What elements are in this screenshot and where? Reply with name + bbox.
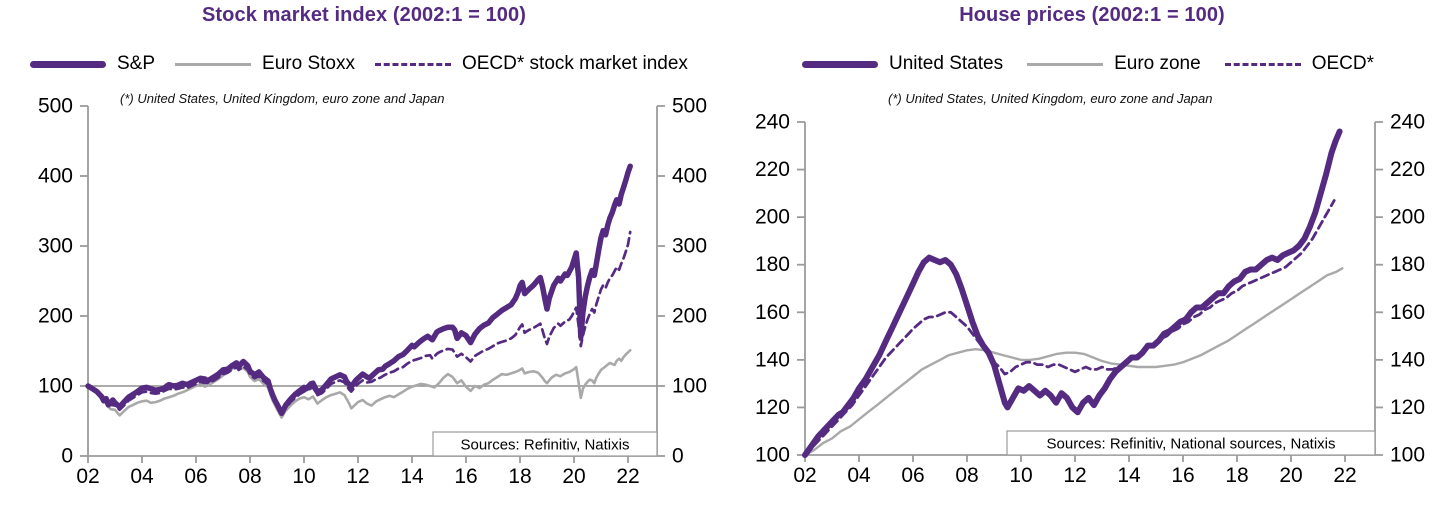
x-tick-label: 22 <box>1333 464 1356 487</box>
y-tick-label-right: 300 <box>672 235 707 258</box>
x-tick-label: 14 <box>400 465 424 488</box>
y-tick-label-left: 140 <box>755 348 790 371</box>
chart-title: House prices (2002:1 = 100) <box>959 4 1225 26</box>
footnote: (*) United States, United Kingdom, euro … <box>120 91 445 106</box>
x-tick-label: 18 <box>1225 464 1248 487</box>
legend-label: S&P <box>117 53 156 74</box>
x-tick-label: 12 <box>1063 464 1086 487</box>
y-tick-label-left: 400 <box>38 165 73 188</box>
oecd-dashed-line-swatch <box>1224 62 1301 66</box>
x-tick-label: 20 <box>1279 464 1302 487</box>
series-line-s-p <box>85 163 633 417</box>
y-tick-label-left: 120 <box>755 396 790 419</box>
y-tick-label-right: 140 <box>1390 348 1425 371</box>
x-tick-label: 10 <box>1009 464 1032 487</box>
x-tick-label: 18 <box>508 465 531 488</box>
y-tick-label-right: 200 <box>1390 206 1425 229</box>
y-tick-label-left: 200 <box>755 206 790 229</box>
y-tick-label-right: 400 <box>672 165 707 188</box>
y-tick-label-left: 500 <box>38 95 73 118</box>
x-tick-label: 22 <box>616 465 639 488</box>
y-tick-label-right: 200 <box>672 305 707 328</box>
house-prices-chart: House prices (2002:1 = 100) United State… <box>728 0 1456 522</box>
legend-label: Euro Stoxx <box>262 53 355 74</box>
y-tick-label-right: 160 <box>1390 301 1425 324</box>
y-tick-label-left: 180 <box>755 253 790 276</box>
y-tick-label-left: 300 <box>38 235 73 258</box>
series-line-euro-stoxx <box>86 348 632 419</box>
source-box <box>1006 430 1376 456</box>
legend-item-oecd: OECD* <box>1224 53 1374 75</box>
series-line-united-states <box>802 128 1343 458</box>
y-tick-label-right: 100 <box>672 375 707 398</box>
y-tick-label-right: 240 <box>1390 111 1425 134</box>
y-tick-label-right: 120 <box>1390 396 1425 419</box>
x-tick-label: 12 <box>346 465 369 488</box>
y-tick-label-left: 100 <box>38 375 73 398</box>
x-tick-label: 16 <box>454 465 477 488</box>
united-states-line-swatch <box>802 60 878 68</box>
legend-label: OECD* <box>1311 53 1374 74</box>
legend-label: Euro zone <box>1114 53 1201 74</box>
legend-item-sp: S&P <box>30 53 155 75</box>
plot-svg: 0 0 100 100 200 200 300 300 400 400 500 500 02 04 06 08… <box>38 95 707 489</box>
x-tick-label: 04 <box>130 465 154 488</box>
source-label: Sources: Refinitiv, National sources, Na… <box>1047 436 1336 453</box>
x-tick-label: 06 <box>184 465 207 488</box>
sp-line-swatch <box>30 60 106 68</box>
y-tick-label-right: 220 <box>1390 158 1425 181</box>
legend: S&P Euro Stoxx OECD* stock market index <box>30 53 688 75</box>
legend-item-euro-zone: Euro zone <box>1027 53 1201 75</box>
legend-item-oecd: OECD* stock market index <box>374 53 688 75</box>
x-tick-label: 06 <box>901 464 924 487</box>
legend: United States Euro zone OECD* <box>802 53 1374 75</box>
y-tick-label-left: 220 <box>755 158 790 181</box>
y-tick-label-right: 500 <box>672 95 707 118</box>
y-tick-label-left: 0 <box>61 445 73 468</box>
x-tick-label: 10 <box>292 465 315 488</box>
legend-item-united-states: United States <box>802 53 1003 75</box>
legend-label: United States <box>889 53 1004 74</box>
series-line-oecd <box>803 199 1336 457</box>
series-line-euro-zone <box>803 267 1344 457</box>
y-tick-label-left: 200 <box>38 305 73 328</box>
x-tick-label: 08 <box>238 465 261 488</box>
y-tick-label-right: 180 <box>1390 253 1425 276</box>
series-line-oecd-stock-market-index <box>86 230 632 417</box>
y-tick-label-right: 100 <box>1390 444 1425 467</box>
chart-title: Stock market index (2002:1 = 100) <box>201 4 527 26</box>
euro-zone-line-swatch <box>1027 62 1104 66</box>
oecd-dashed-line-swatch <box>374 62 451 66</box>
x-tick-label: 16 <box>1171 464 1194 487</box>
y-tick-label-left: 100 <box>755 444 790 467</box>
source-box <box>432 431 658 457</box>
legend-label: OECD* stock market index <box>461 53 688 74</box>
x-tick-label: 02 <box>793 464 816 487</box>
x-tick-label: 04 <box>847 464 871 487</box>
y-tick-label-left: 160 <box>755 301 790 324</box>
y-tick-label-left: 240 <box>755 111 790 134</box>
euro-stoxx-line-swatch <box>175 62 252 66</box>
x-tick-label: 20 <box>562 465 585 488</box>
footnote: (*) United States, United Kingdom, euro … <box>888 91 1213 106</box>
stock-market-index-chart: Stock market index (2002:1 = 100) S&P Eu… <box>30 4 707 489</box>
source-label: Sources: Refinitiv, Natixis <box>461 437 630 454</box>
legend-item-euro-stoxx: Euro Stoxx <box>175 53 355 75</box>
x-tick-label: 08 <box>955 464 978 487</box>
y-tick-label-right: 0 <box>672 445 684 468</box>
x-tick-label: 14 <box>1117 464 1141 487</box>
x-tick-label: 02 <box>76 465 99 488</box>
